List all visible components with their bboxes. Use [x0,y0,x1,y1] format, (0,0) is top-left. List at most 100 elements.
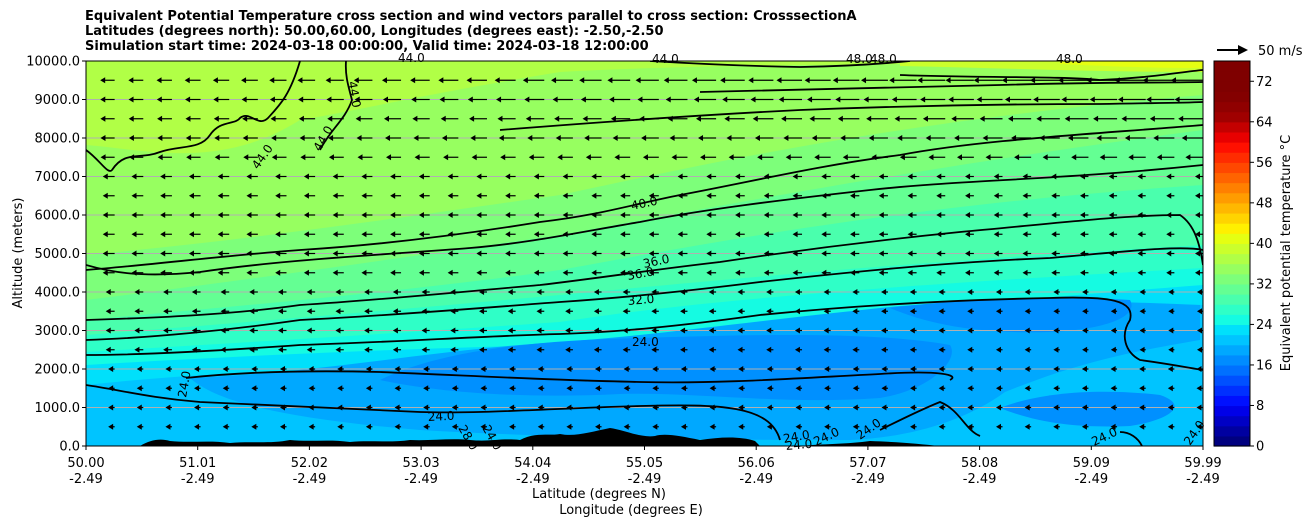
wind-arrow-head [948,96,954,103]
wind-arrow-head [936,173,942,180]
wind-arrow-head [134,327,140,334]
wind-arrow-head [1118,96,1124,103]
wind-arrow-head [1128,154,1134,161]
wind-arrow-head [1051,173,1057,180]
colorbar-segment [1214,162,1250,174]
colorbar-tick-label: 0 [1256,440,1264,455]
wind-arrow-head [108,404,114,411]
wind-arrow-head [565,308,571,315]
wind-arrow-head [622,289,628,295]
wind-arrow-head [677,269,683,276]
wind-arrow-head [622,308,628,315]
wind-arrow-head [1139,385,1145,392]
contour-label: 24.0 [175,370,193,399]
wind-arrow-head [1108,269,1114,276]
wind-arrow-head [217,173,223,180]
colorbar-segment [1214,61,1250,72]
wind-arrow-head [1022,173,1028,180]
wind-arrow-head [1071,154,1077,161]
band-20b [1000,391,1175,427]
y-axis-label: Altitude (meters) [11,198,26,309]
wind-arrow-head [527,135,533,141]
colorbar-segment [1214,212,1250,224]
wind-arrow-head [214,135,220,141]
contour-28 [86,296,1203,371]
colorbar-frame [1213,60,1251,447]
wind-arrow-head [1051,212,1057,218]
wind-arrow-head [77,347,82,353]
wind-arrow-head [881,404,887,411]
wind-arrow-head [507,289,513,295]
wind-arrow-head [156,96,162,103]
wind-arrow-head [275,192,281,199]
wind-arrow-head [648,212,654,218]
wind-arrow-head [303,231,309,238]
wind-arrow-head [1139,346,1145,353]
wind-arrow-head [965,269,971,276]
wind-arrow-head [652,423,658,430]
wind-arrow-head [394,404,400,411]
wind-arrow-head [861,77,867,84]
wind-arrow-head [562,173,568,180]
wind-arrow-head [1166,231,1172,238]
wind-arrow-head [794,327,800,334]
wind-arrow-head [332,173,338,180]
wind-arrow-head [467,96,473,103]
wind-arrow-head [102,192,108,199]
y-tick-label: 2000.0 [35,363,81,378]
wind-arrow-head [214,154,220,161]
wind-arrow-head [917,77,923,84]
wind-arrow-head [706,212,712,218]
x-tick-label-lat: 53.03 [402,456,439,471]
band-20 [380,334,952,401]
wind-arrow-head [163,308,169,315]
wind-arrow-head [251,404,257,411]
x-tick-label-lon: -2.49 [739,472,773,487]
wind-arrow-head [781,115,787,122]
wind-arrow-head [724,115,730,122]
wind-arrow-head [507,308,513,315]
wind-arrow-head [871,154,877,161]
wind-arrow-head [708,346,714,353]
wind-arrow-head [533,212,539,218]
wind-arrow-head [1110,423,1116,430]
wind-arrow-head [451,404,457,411]
x-tick-label-lat: 52.02 [291,456,328,471]
wind-arrow-head [1080,269,1086,276]
wind-arrow-head [74,193,79,199]
wind-arrow-head [278,308,284,315]
wind-arrow-head [1196,385,1202,392]
wind-arrow-head [303,192,309,199]
wind-arrow-head [100,154,106,161]
wind-arrow-head [794,308,800,315]
wind-arrow-head [160,231,166,238]
wind-arrow-head [622,327,628,334]
wind-arrow-head [562,212,568,218]
contour-44-top [899,69,1203,81]
wind-arrow-head [967,366,973,372]
wind-arrow-head [1042,154,1048,161]
colorbar-segment [1214,233,1250,244]
wind-arrow-head [794,346,800,353]
contour-label: 40.0 [630,194,659,213]
wind-arrow-head [1137,212,1143,218]
wind-arrow-head [418,231,424,238]
wind-arrow-head [967,385,973,392]
wind-arrow-head [677,173,683,180]
y-tick-label: 3000.0 [35,324,81,339]
wind-arrow-head [308,366,314,372]
wind-arrow-head [1082,327,1088,334]
wind-arrow-head [536,346,542,353]
wind-arrow-head [795,366,801,372]
wind-arrow-head [450,289,456,295]
wind-arrow-head [907,250,913,257]
wind-arrow-head [131,231,137,238]
wind-arrow-head [1174,96,1180,103]
wind-arrow-head [1081,404,1087,411]
contour-32 [86,247,1203,341]
wind-arrow-head [251,385,257,392]
wind-arrow-head [651,346,657,353]
wind-arrow-head [720,77,726,84]
wind-arrow-head [878,269,884,276]
wind-arrow-head [1166,269,1172,276]
